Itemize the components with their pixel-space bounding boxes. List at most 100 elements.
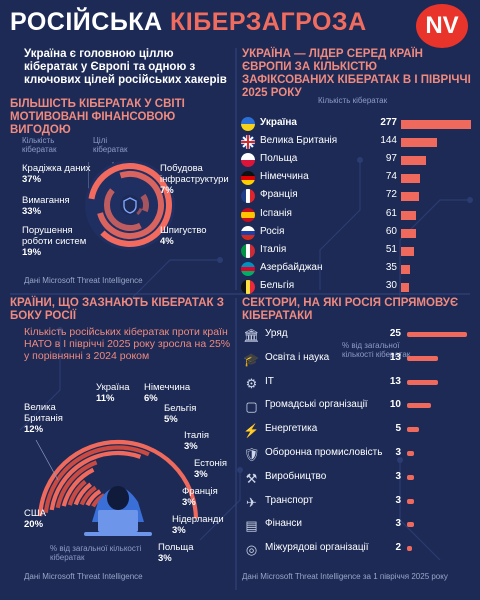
sector-row-9: ◎ Міжурядові організації 2 (243, 540, 471, 560)
sector-value: 3 (395, 518, 401, 530)
country-value: 51 (385, 243, 397, 255)
russia-label-7: Франція 3% (182, 486, 218, 508)
russia-arc-2 (49, 450, 142, 511)
sector-name: Транспорт (265, 494, 314, 506)
sector-value: 3 (395, 447, 401, 458)
sector-row-3: ▢ Громадські організації 10 (243, 397, 471, 417)
hacker-face (107, 486, 129, 510)
motive-label-0: Крадіжка даних 37% (22, 163, 91, 185)
country-bar (401, 138, 438, 148)
countries-heading: УКРАЇНА — ЛІДЕР СЕРЕД КРАЇН ЄВРОПИ ЗА КІ… (242, 48, 471, 99)
country-name: Франція (260, 189, 298, 201)
intro-text: Україна є головною ціллю кібератак у Євр… (24, 48, 227, 86)
russia-label-8: Нідерланди 3% (172, 514, 224, 536)
sectors-hint: % від загальної кількості кібератак (342, 341, 411, 359)
sector-bar (407, 403, 431, 409)
motive-label-1: Вимагання 33% (22, 195, 70, 217)
sector-name: Уряд (265, 328, 288, 339)
country-value: 60 (385, 225, 397, 237)
russia-arc-8 (85, 489, 102, 507)
country-row-3: Німеччина 74 (241, 169, 471, 187)
country-name: Азербайджан (260, 261, 323, 273)
russia-arc-5 (67, 479, 87, 506)
motives-heading: БІЛЬШІСТЬ КІБЕРАТАК У СВІТІ МОТИВОВАНІ Ф… (10, 98, 185, 136)
sector-name: Освіта і наука (265, 351, 330, 363)
country-name: Велика Британія (260, 135, 338, 147)
sector-value: 13 (389, 351, 401, 363)
factory-icon: ⚒ (245, 470, 258, 486)
sector-bar (407, 427, 419, 433)
sector-value: 10 (389, 399, 401, 411)
country-row-8: Азербайджан 35 (241, 260, 471, 278)
sector-value: 3 (395, 470, 401, 482)
sector-row-4: ⚡ Енергетика 5 (243, 421, 471, 441)
russia-label-2: Україна 11% (96, 382, 130, 404)
sector-bar (407, 546, 412, 552)
motives-source: Дані Microsoft Threat Intelligence (24, 276, 143, 285)
country-name: Бельгія (260, 279, 295, 291)
sector-name: Виробництво (265, 470, 327, 482)
nv-logo[interactable]: NV (416, 4, 468, 48)
country-value: 97 (385, 153, 397, 165)
country-row-7: Італія 51 (241, 242, 471, 260)
flag-es-icon (241, 207, 255, 222)
page-title: РОСІЙСЬКА КІБЕРЗАГРОЗА (10, 8, 367, 36)
sector-value: 5 (395, 423, 401, 435)
russia-label-4: Бельгія 5% (164, 403, 197, 425)
motive-arc-0 (88, 163, 172, 247)
motives-hint-targets: Цілі кібератак (93, 136, 128, 154)
country-name: Україна (260, 117, 297, 128)
sector-value: 13 (389, 375, 401, 387)
government-icon: 🏛 (243, 328, 260, 343)
sector-row-0: 🏛 Уряд 25 (243, 326, 471, 346)
country-row-2: Польща 97 (241, 151, 471, 169)
laptop-base (84, 532, 152, 536)
country-bar (401, 228, 417, 238)
sector-name: Оборонна промисловість (265, 447, 383, 458)
sector-bar (407, 498, 415, 504)
russia-label-5: Італія 3% (184, 430, 209, 452)
country-bar (401, 120, 471, 129)
sector-bar (407, 451, 415, 456)
country-value: 74 (385, 171, 397, 183)
graduation-cap-icon: 🎓 (243, 351, 260, 367)
russia-source: Дані Microsoft Threat Intelligence (24, 572, 143, 581)
country-bar (401, 156, 426, 166)
motive-label-4: Шпигуство 4% (160, 225, 207, 247)
russia-arc-0 (38, 439, 199, 519)
country-value: 61 (385, 207, 397, 219)
russia-leader-line (35, 439, 59, 481)
country-bar (401, 210, 417, 220)
motive-arc-2 (104, 188, 142, 231)
sector-name: Енергетика (265, 423, 318, 435)
sector-value: 25 (389, 328, 401, 339)
sector-name: Громадські організації (265, 399, 368, 411)
country-value: 144 (380, 135, 397, 147)
sectors-heading: СЕКТОРИ, НА ЯКІ РОСІЯ СПРЯМОВУЄ КІБЕРАТА… (242, 297, 459, 322)
sectors-source: Дані Microsoft Threat Intelligence за 1 … (242, 572, 448, 581)
motives-hint-count: Кількість кібератак (22, 136, 57, 154)
countries-axis-label: Кількість кібератак (318, 96, 388, 105)
country-bar (401, 174, 420, 184)
motives-radial-chart (85, 160, 175, 250)
shield-lock-icon (123, 197, 137, 214)
sector-value: 2 (395, 542, 401, 554)
flag-it-icon (241, 243, 255, 258)
russia-arc-7 (79, 485, 97, 506)
flag-ru-icon (241, 225, 255, 240)
sector-name: IT (265, 375, 274, 387)
russia-label-3: Німеччина 6% (144, 382, 191, 404)
country-row-9: Бельгія 30 (241, 278, 471, 296)
russia-hint: % від загальної кількості кібератак (50, 544, 142, 562)
russia-heading: КРАЇНИ, ЩО ЗАЗНАЮТЬ КІБЕРАТАК З БОКУ РОС… (10, 297, 224, 322)
sector-row-6: ⚒ Виробництво 3 (243, 469, 471, 489)
ngo-icon: ▢ (245, 399, 258, 415)
sector-bar (407, 379, 439, 385)
country-name: Польща (260, 153, 298, 165)
sector-bar (407, 522, 415, 528)
sector-bar (407, 332, 467, 337)
country-row-0: Україна 277 (241, 115, 471, 133)
country-name: Німеччина (260, 171, 309, 183)
motive-label-2: Порушення роботи систем 19% (22, 225, 87, 258)
laptop-icon (98, 510, 138, 532)
